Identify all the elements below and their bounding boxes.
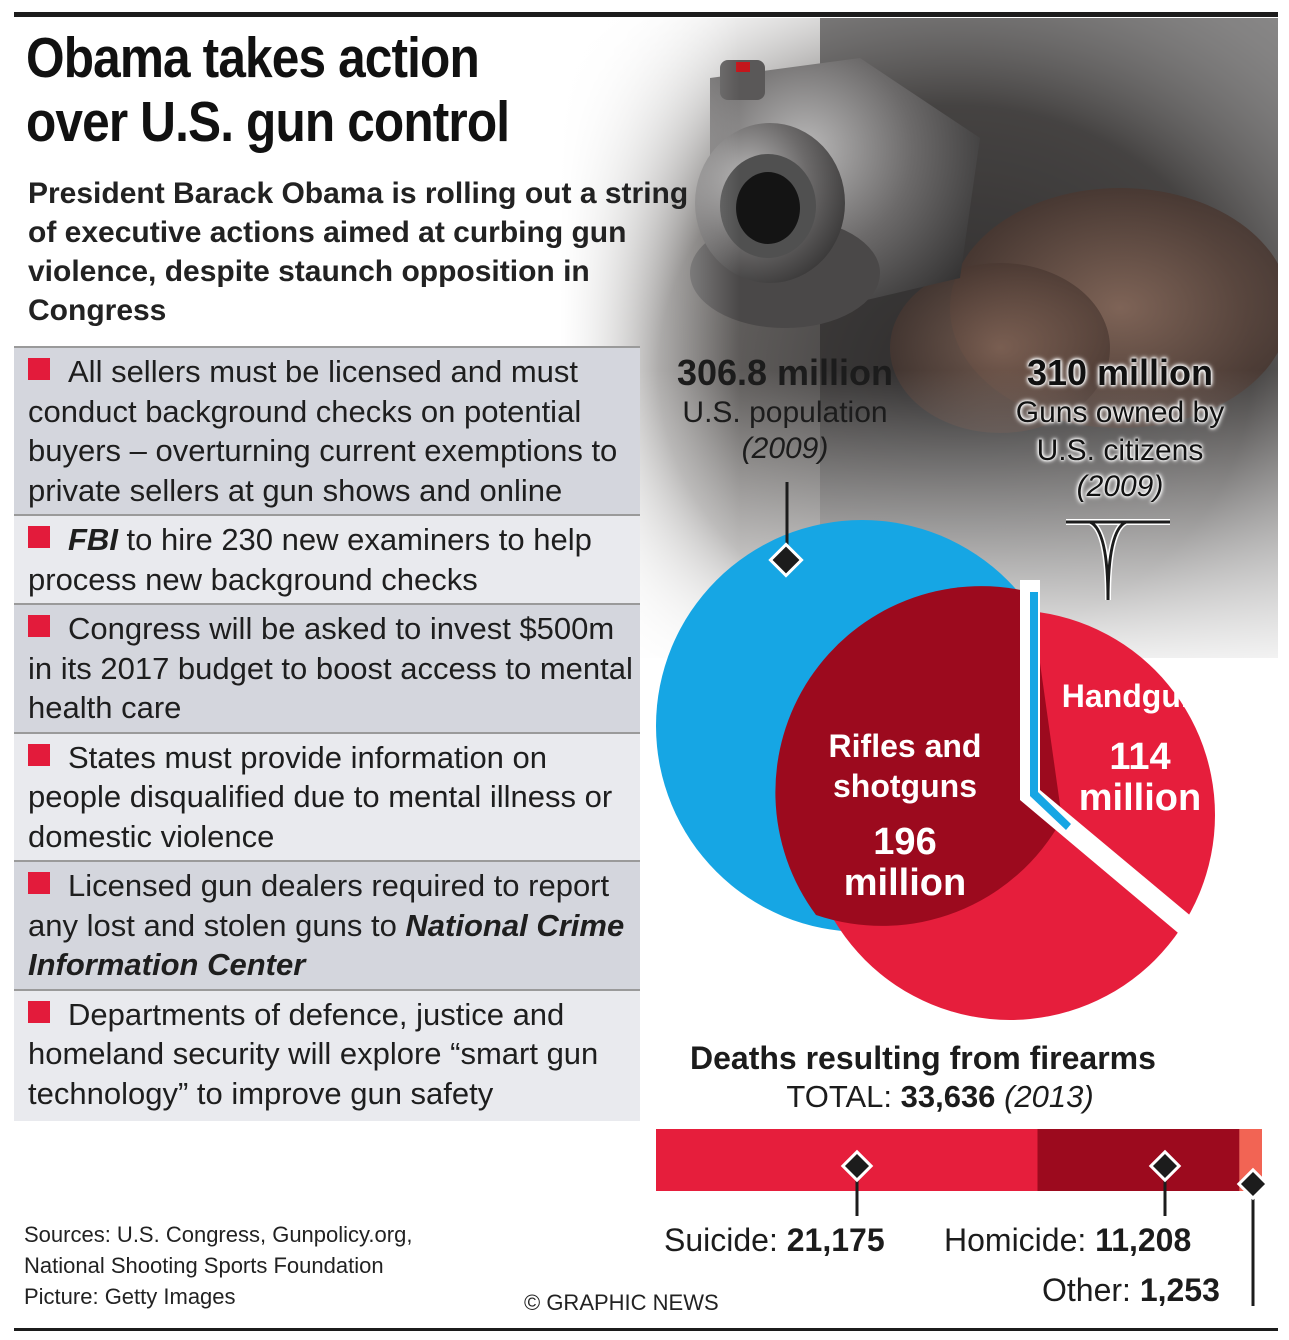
other-label: Other: 1,253 (1042, 1272, 1220, 1309)
action-text: to hire 230 new examiners to help proces… (28, 522, 592, 597)
deaths-total: TOTAL: 33,636 (2013) (660, 1079, 1220, 1115)
bottom-rule (14, 1328, 1278, 1331)
guns-label-line-1: Guns owned by (1015, 396, 1225, 429)
action-emphasis: FBI (68, 522, 118, 557)
population-value: 306.8 million (676, 352, 894, 393)
graphic-news-credit: © GRAPHIC NEWS (524, 1290, 719, 1315)
action-text: All sellers must be licensed and must co… (28, 354, 618, 508)
suicide-label: Suicide: 21,175 (664, 1222, 885, 1259)
bullet-square-icon (28, 615, 50, 637)
population-stat: 306.8 million U.S. population (2009) (640, 352, 930, 466)
headline-line-2: over U.S. gun control (26, 90, 510, 154)
deaths-pointer-icon (840, 1149, 874, 1183)
action-item: Departments of defence, justice and home… (14, 988, 640, 1121)
other-value: 1,253 (1139, 1272, 1220, 1308)
headline: Obama takes action over U.S. gun control (26, 26, 583, 154)
bullet-square-icon (28, 358, 50, 380)
rifles-label-line-1: Rifles and (828, 728, 982, 764)
handguns-value-number: 114 (1109, 736, 1171, 778)
sources-line-1: Sources: U.S. Congress, Gunpolicy.org, (24, 1222, 413, 1247)
guns-year: (2009) (1076, 470, 1164, 503)
action-text: Licensed gun dealers required to report … (28, 868, 610, 943)
bullet-square-icon (28, 526, 50, 548)
rifles-value-unit: million (843, 862, 967, 904)
action-text: Congress will be asked to invest $500m i… (28, 611, 633, 725)
homicide-label-text: Homicide: (944, 1222, 1096, 1258)
action-item: FBI to hire 230 new examiners to help pr… (14, 514, 640, 603)
deaths-total-prefix: TOTAL: (786, 1079, 901, 1114)
rifles-value-number: 196 (873, 821, 937, 863)
action-item: States must provide information on peopl… (14, 731, 640, 860)
action-item: All sellers must be licensed and must co… (14, 346, 640, 514)
subtitle: President Barack Obama is rolling out a … (28, 177, 689, 327)
population-label: U.S. population (682, 396, 888, 429)
slice-gap-line (1020, 580, 1210, 948)
guns-label-line-2: U.S. citizens (1036, 434, 1204, 467)
other-label-text: Other: (1042, 1272, 1140, 1308)
headline-line-1: Obama takes action (26, 26, 480, 90)
suicide-label-text: Suicide: (664, 1222, 787, 1258)
action-list: All sellers must be licensed and must co… (14, 346, 640, 1121)
bullet-square-icon (28, 872, 50, 894)
deaths-title: Deaths resulting from firearms (690, 1040, 1156, 1076)
handguns-value: 114 million (1030, 737, 1250, 819)
homicide-label: Homicide: 11,208 (944, 1222, 1191, 1259)
guns-stat: 310 million Guns owned by U.S. citizens … (980, 352, 1260, 504)
deaths-total-year: (2013) (1004, 1079, 1094, 1114)
picture-credit: Picture: Getty Images (24, 1284, 236, 1309)
deaths-pointer-icon (1148, 1149, 1182, 1183)
rifles-value: 196 million (790, 822, 1020, 904)
suicide-value: 21,175 (786, 1222, 885, 1258)
rifles-label: Rifles and shotguns (790, 726, 1020, 806)
deaths-pointer-icon (1236, 1167, 1270, 1201)
population-pointer-icon (768, 542, 804, 578)
handguns-value-unit: million (1078, 777, 1202, 819)
action-item: Licensed gun dealers required to report … (14, 860, 640, 989)
rifles-label-line-2: shotguns (833, 768, 977, 804)
rifles-overlap (775, 586, 1062, 926)
bullet-square-icon (28, 743, 50, 766)
action-text: States must provide information on peopl… (28, 739, 613, 854)
action-text: Departments of defence, justice and home… (28, 996, 599, 1111)
blue-edge (1030, 592, 1071, 830)
sources: Sources: U.S. Congress, Gunpolicy.org, N… (24, 1219, 544, 1312)
homicide-value: 11,208 (1095, 1222, 1192, 1258)
handguns-label: Handguns (1061, 678, 1219, 714)
action-emphasis: National Crime Information Center (28, 907, 625, 983)
deaths-total-value: 33,636 (900, 1079, 996, 1114)
population-year: (2009) (741, 432, 829, 465)
bullet-square-icon (28, 1000, 50, 1023)
guns-value: 310 million (1026, 352, 1214, 393)
deaths-segment-homicide (1037, 1129, 1240, 1191)
action-item: Congress will be asked to invest $500m i… (14, 603, 640, 732)
sources-line-2: National Shooting Sports Foundation (24, 1253, 384, 1278)
top-rule (14, 12, 1278, 17)
